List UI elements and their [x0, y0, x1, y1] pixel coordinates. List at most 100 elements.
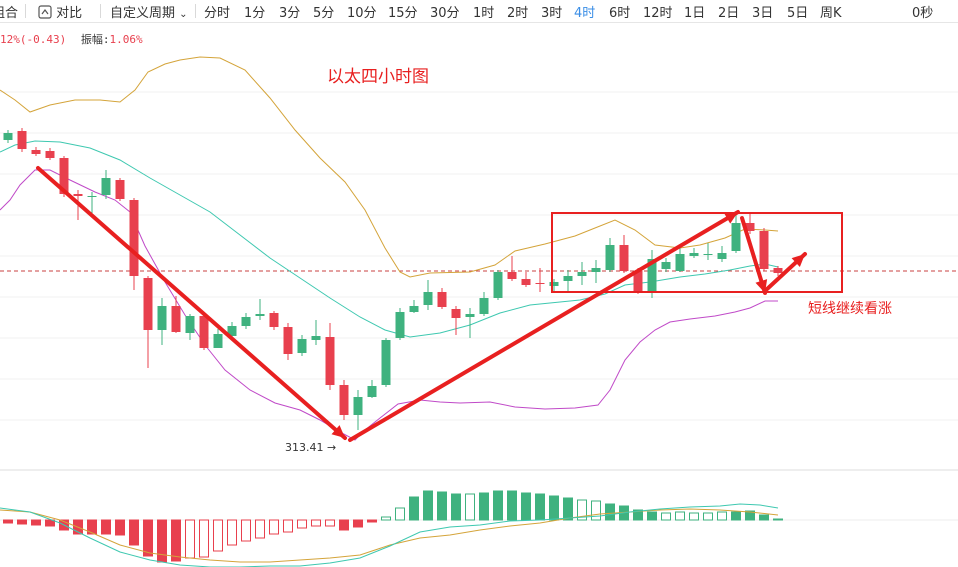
candle-down-body	[73, 194, 83, 196]
low-price-label: 313.41 →	[285, 441, 337, 454]
macd-bar-positive	[381, 516, 391, 521]
chevron-down-icon: ⌄	[179, 9, 188, 20]
period-tab-17[interactable]: 周K	[820, 6, 842, 21]
period-tab-7[interactable]: 1时	[473, 6, 495, 21]
period-tab-2[interactable]: 3分	[279, 6, 301, 21]
macd-bar-positive	[675, 511, 685, 521]
candle-down-body	[325, 337, 335, 385]
macd-bar-positive	[633, 509, 643, 521]
custom-period-label: 自定义周期	[110, 6, 176, 21]
period-tab-3[interactable]: 5分	[313, 6, 335, 21]
macd-bar-negative	[269, 519, 279, 535]
boll-lower-line	[0, 169, 778, 441]
combo-button[interactable]: 组合	[0, 6, 19, 21]
period-tab-1[interactable]: 1分	[244, 6, 266, 21]
candle-up-body	[409, 306, 419, 312]
candle-down-body	[535, 283, 545, 284]
candle-down-body	[451, 309, 461, 318]
period-tab-16[interactable]: 5日	[787, 6, 809, 21]
boll-upper-line	[0, 56, 779, 278]
toolbar: 组合 对比 自定义周期 ⌄ 分时 1分 3分 5分 10分 15分 30分 1时 2时 3时 4时 6…	[0, 0, 958, 23]
macd-bar-negative	[157, 519, 167, 563]
macd-bar-negative	[143, 519, 153, 557]
toolbar-divider	[195, 4, 196, 18]
macd-bar-positive	[451, 493, 461, 521]
macd-bar-positive	[759, 514, 769, 521]
period-tab-9[interactable]: 3时	[541, 6, 563, 21]
macd-dea-line	[0, 508, 779, 563]
refresh-interval[interactable]: 0秒	[912, 6, 934, 21]
amplitude-label: 振幅:	[80, 33, 110, 46]
period-tab-14[interactable]: 2日	[718, 6, 740, 21]
candle-down-body	[199, 316, 209, 348]
candle-up-body	[227, 326, 237, 336]
candle-up-body	[661, 262, 671, 269]
macd-bar-positive	[465, 493, 475, 521]
compare-button[interactable]: 对比	[38, 2, 82, 21]
candle-down-body	[59, 158, 69, 194]
compare-icon	[38, 5, 52, 19]
macd-bar-positive	[549, 495, 559, 521]
macd-bar-negative	[171, 519, 181, 562]
macd-bar-negative	[199, 519, 209, 558]
period-tab-15[interactable]: 3日	[752, 6, 774, 21]
arrow-pullback	[740, 216, 767, 295]
period-tab-5[interactable]: 15分	[388, 6, 418, 21]
period-tab-13[interactable]: 1日	[684, 6, 706, 21]
macd-bar-negative	[87, 519, 97, 535]
period-tab-6[interactable]: 30分	[430, 6, 460, 21]
candle-down-body	[759, 231, 769, 269]
macd-bar-positive	[563, 497, 573, 521]
candle-up-body	[241, 317, 251, 326]
candle-up-body	[591, 268, 601, 272]
period-tab-0[interactable]: 分时	[204, 6, 231, 21]
candle-down-body	[745, 223, 755, 231]
period-tab-8[interactable]: 2时	[507, 6, 529, 21]
candle-up-body	[255, 314, 265, 316]
change-value: 12%(-0.43)	[0, 33, 67, 46]
macd-bar-negative	[227, 519, 237, 546]
period-tab-10[interactable]: 4时	[574, 6, 596, 21]
amplitude-value: 1.06%	[109, 33, 143, 46]
candle-down-body	[269, 313, 279, 327]
macd-bar-positive	[395, 507, 405, 521]
macd-bar-negative	[17, 519, 27, 525]
candle-up-body	[367, 386, 377, 397]
candle-down-body	[31, 150, 41, 154]
candle-up-body	[703, 254, 713, 255]
compare-label: 对比	[56, 6, 83, 21]
candle-up-body	[213, 334, 223, 348]
macd-bar-negative	[311, 519, 321, 527]
custom-period-dropdown[interactable]: 自定义周期 ⌄	[110, 2, 188, 21]
candle-up-body	[353, 397, 363, 415]
candle-up-body	[3, 133, 13, 140]
macd-bar-positive	[521, 492, 531, 521]
candle-up-body	[381, 340, 391, 385]
candle-down-body	[521, 279, 531, 285]
candle-up-body	[675, 254, 685, 271]
macd-bar-positive	[661, 512, 671, 521]
candle-up-body	[563, 276, 573, 281]
candle-up-body	[101, 178, 111, 195]
candle-down-body	[129, 200, 139, 276]
macd-bar-negative	[101, 519, 111, 535]
macd-bar-negative	[367, 519, 377, 523]
macd-bar-negative	[185, 519, 195, 559]
candle-up-body	[479, 298, 489, 314]
candle-down-body	[115, 180, 125, 199]
period-tab-11[interactable]: 6时	[609, 6, 631, 21]
candle-up-body	[465, 314, 475, 317]
candle-down-body	[143, 278, 153, 330]
candle-up-body	[731, 223, 741, 251]
macd-bar-positive	[689, 512, 699, 521]
period-tab-4[interactable]: 10分	[347, 6, 377, 21]
arrow-down-trend-head	[331, 425, 345, 438]
macd-bar-positive	[703, 512, 713, 521]
macd-bar-positive	[535, 493, 545, 521]
candle-down-body	[283, 327, 293, 354]
macd-bar-negative	[129, 519, 139, 546]
macd-bar-negative	[115, 519, 125, 536]
period-tab-12[interactable]: 12时	[643, 6, 673, 21]
candle-up-body	[297, 339, 307, 353]
